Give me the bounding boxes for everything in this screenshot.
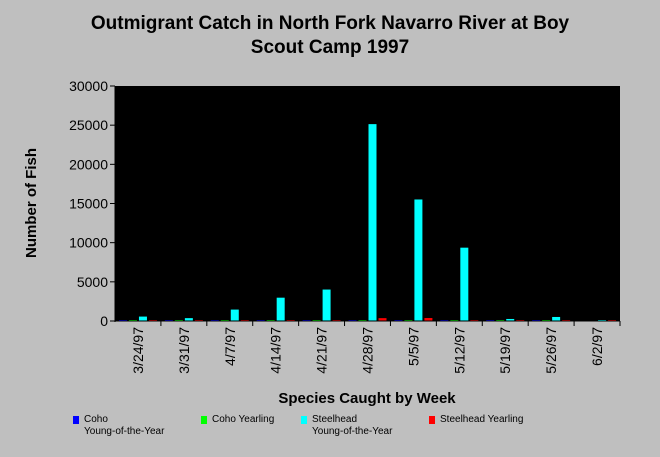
data-label: 9 (264, 311, 279, 318)
data-label: 11 (529, 305, 544, 319)
data-label: 67 (146, 304, 161, 318)
legend-label: Young-of-the-Year (312, 426, 393, 437)
y-tick-label: 5000 (77, 274, 108, 290)
data-label: 22 (559, 304, 574, 318)
bar (322, 289, 331, 321)
data-label: 363 (376, 294, 391, 316)
data-label: 51 (284, 304, 299, 318)
data-label: 365 (182, 294, 197, 316)
legend-label: Coho Yearling (212, 414, 275, 425)
bar (368, 124, 377, 322)
data-label: 36 (447, 304, 462, 318)
y-tick-label: 20000 (69, 156, 108, 172)
x-tick-label: 5/19/97 (497, 327, 513, 374)
bar (378, 318, 387, 321)
x-tick-label: 4/14/97 (268, 327, 284, 374)
legend-swatch (301, 416, 307, 424)
y-axis-title: Number of Fish (23, 148, 40, 258)
data-label: 1 (218, 311, 233, 318)
data-label: 73 (346, 304, 361, 318)
y-tick-label: 15000 (69, 196, 108, 212)
data-label: 8 (254, 311, 269, 318)
bar (184, 318, 193, 321)
data-label: 3 (539, 311, 554, 318)
x-tick-label: 5/12/97 (451, 327, 467, 374)
data-label: 2 (300, 311, 315, 318)
chart-title: Outmigrant Catch in North Fork Navarro R… (0, 12, 660, 60)
y-tick-label: 25000 (69, 117, 108, 133)
data-label: 60 (238, 304, 253, 318)
data-label: 379 (421, 294, 436, 316)
legend-label: Young-of-the-Year (84, 426, 165, 437)
data-label: 90 (192, 304, 207, 318)
data-label: 62 (356, 304, 371, 318)
data-label: 38 (437, 304, 452, 318)
x-tick-label: 6/2/97 (589, 327, 605, 366)
x-tick-label: 5/26/97 (543, 327, 559, 374)
plot-area (115, 86, 620, 321)
data-label: 0 (585, 312, 600, 319)
legend-item: Steelhead Yearling (429, 414, 560, 426)
x-ticks-layer: 3/24/97 3/31/97 4/7/97 4/14/97 4/21/97 4/28/9… (130, 321, 621, 374)
data-label: 22 (513, 304, 528, 318)
legend-swatch (429, 416, 435, 424)
chart-title-line-1: Outmigrant Catch in North Fork Navarro R… (90, 13, 570, 34)
data-label: 1 (605, 311, 620, 318)
y-tick-label: 0 (100, 313, 108, 329)
legend-label: Steelhead Yearling (440, 414, 524, 425)
data-label: 9361 (457, 217, 472, 246)
chart-title-line-2: Scout Camp 1997 (250, 37, 410, 58)
x-axis-title: Species Caught by Week (278, 390, 456, 407)
x-tick-label: 3/24/97 (130, 327, 146, 374)
data-label: 9 (595, 311, 610, 318)
data-label: 25132 (366, 86, 381, 122)
x-tick-label: 4/28/97 (360, 327, 376, 374)
data-label: 564 (136, 293, 151, 315)
data-label: 1458 (228, 279, 243, 308)
data-label: 2976 (274, 267, 289, 296)
x-tick-label: 3/31/97 (176, 327, 192, 374)
data-label: 101 (467, 296, 482, 318)
bar (230, 309, 239, 321)
legend-item: Coho Yearling (201, 414, 332, 426)
legend-label: Steelhead (312, 414, 358, 425)
data-label: 37 (391, 304, 406, 318)
bar (552, 316, 561, 321)
bar (506, 318, 515, 321)
data-label: 39 (401, 304, 416, 318)
bar (424, 318, 433, 321)
data-label: 15514 (411, 161, 426, 197)
legend-item: Coho Young-of-the-Year (73, 414, 204, 438)
x-tick-label: 4/21/97 (314, 327, 330, 374)
data-label: 41 (208, 304, 223, 318)
x-tick-label: 4/7/97 (222, 327, 238, 366)
bar (460, 247, 469, 321)
data-label: 3 (172, 311, 187, 318)
legend: Coho Young-of-the-Year Coho Yearling Steelh… (72, 414, 652, 444)
legend-label: Coho (84, 414, 108, 425)
data-label: 259 (503, 295, 518, 317)
bar (138, 316, 147, 321)
y-tick-label: 30000 (69, 78, 108, 94)
legend-swatch (73, 416, 79, 424)
data-label: 515 (549, 293, 564, 315)
data-label: 7 (116, 311, 131, 318)
data-label: 5 (483, 311, 498, 318)
x-tick-label: 5/5/97 (405, 327, 421, 366)
bar (276, 297, 285, 321)
data-label: 2 (493, 311, 508, 318)
data-label: 0 (575, 312, 590, 319)
data-label: 7 (126, 311, 141, 318)
data-label: 4016 (320, 259, 335, 288)
data-label: 35 (330, 304, 345, 318)
legend-swatch (201, 416, 207, 424)
y-ticks-layer: 0 5000 10000 15000 20000 25000 30000 (69, 78, 115, 329)
y-tick-label: 10000 (69, 235, 108, 251)
bar (414, 199, 423, 321)
legend-item: Steelhead Young-of-the-Year (301, 414, 432, 438)
data-label: 13 (310, 304, 325, 318)
data-label: 12 (162, 304, 177, 318)
